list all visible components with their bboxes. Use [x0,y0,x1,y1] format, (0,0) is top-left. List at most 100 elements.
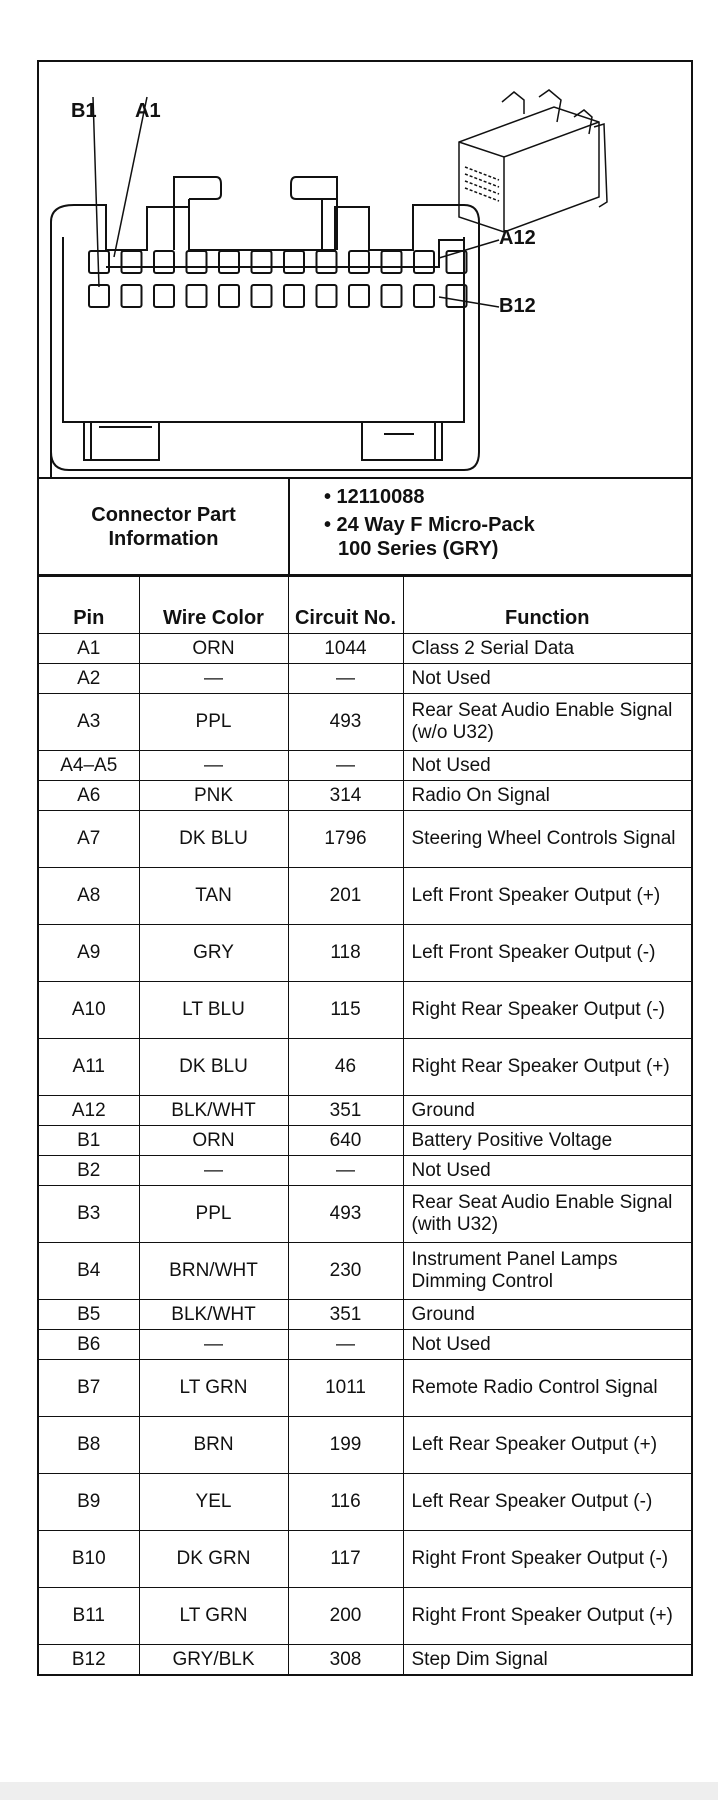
table-row: A1 ORN 1044 Class 2 Serial Data [39,633,691,664]
part-number: • 12110088 [324,486,425,508]
pin-cavity [218,250,240,274]
circuit-cell: 314 [287,780,404,811]
connector-face-drawing [50,89,608,477]
wire-color-cell: BRN/WHT [138,1242,289,1300]
pin-cavity [185,250,208,274]
table-row: A9 GRY 118 Left Front Speaker Output (-) [39,924,691,982]
pin-cell: A12 [39,1095,140,1126]
circuit-cell: 115 [287,981,404,1039]
circuit-cell: 493 [287,693,404,751]
table-row: A4–A5— — Not Used [39,750,691,781]
circuit-cell: 1796 [287,810,404,868]
pin-cell: A4–A5 [39,750,140,781]
pin-cavity [413,284,435,308]
circuit-cell: — [287,750,404,781]
circuit-cell: 640 [287,1125,404,1156]
pin-cell: B9 [39,1473,140,1531]
function-cell: Rear Seat Audio Enable Signal (w/o U32) [402,693,691,751]
pin-cavity [153,250,175,274]
table-row: B6— — Not Used [39,1329,691,1360]
circuit-cell: 201 [287,867,404,925]
circuit-cell: — [287,663,404,694]
function-cell: Right Front Speaker Output (+) [402,1587,691,1645]
circuit-cell: 116 [287,1473,404,1531]
circuit-cell: 230 [287,1242,404,1300]
table-row: B2— — Not Used [39,1155,691,1186]
table-row: B7 LT GRN 1011 Remote Radio Control Signal [39,1359,691,1417]
pin-cavity [315,250,338,274]
function-cell: Rear Seat Audio Enable Signal (with U32) [402,1185,691,1243]
pin-cell: B5 [39,1299,140,1330]
wire-color-cell: ORN [138,1125,289,1156]
function-cell: Steering Wheel Controls Signal [402,810,691,868]
function-cell: Left Front Speaker Output (+) [402,867,691,925]
connector-info-values: • 12110088 • 24 Way F Micro-Pack 100 Ser… [290,479,691,574]
bottom-strip [0,1782,718,1800]
wire-color-cell: BLK/WHT [138,1299,289,1330]
wire-color-cell: YEL [138,1473,289,1531]
function-cell: Radio On Signal [402,780,691,811]
function-cell: Left Rear Speaker Output (-) [402,1473,691,1531]
function-cell: Right Rear Speaker Output (+) [402,1038,691,1096]
circuit-cell: 46 [287,1038,404,1096]
circuit-cell: 200 [287,1587,404,1645]
pin-cavity [250,250,273,274]
pin-cell: A11 [39,1038,140,1096]
function-cell: Right Front Speaker Output (-) [402,1530,691,1588]
pin-cell: B1 [39,1125,140,1156]
pin-cell: A6 [39,780,140,811]
circuit-cell: 493 [287,1185,404,1243]
pin-cell: B12 [39,1644,140,1674]
wire-color-cell: — [138,663,289,694]
pin-cavity [348,284,370,308]
pin-cavity [120,284,143,308]
pin-cavity [88,284,110,308]
table-row: A8 TAN 201 Left Front Speaker Output (+) [39,867,691,925]
pin-cell: A3 [39,693,140,751]
pin-cavity [283,284,305,308]
connector-info-label: Connector Part Information [39,479,290,574]
function-cell: Not Used [402,663,691,694]
pin-cavity [445,250,468,274]
pin-cell: B3 [39,1185,140,1243]
wire-color-cell: LT GRN [138,1359,289,1417]
wire-color-cell: LT BLU [138,981,289,1039]
circuit-cell: 1044 [287,633,404,664]
wire-color-cell: — [138,1155,289,1186]
pin-cavity [120,250,143,274]
connector-description-2: 100 Series (GRY) [338,538,499,560]
connector-diagram: B1 A1 A12 B12 [39,62,691,479]
function-cell: Instrument Panel Lamps Dimming Control [402,1242,691,1300]
connector-document: B1 A1 A12 B12 Connector Part Information… [37,60,693,1676]
connector-part-information: Connector Part Information • 12110088 • … [39,479,691,576]
function-cell: Right Rear Speaker Output (-) [402,981,691,1039]
function-cell: Remote Radio Control Signal [402,1359,691,1417]
table-header-row: Pin Wire Color Circuit No. Function [39,576,691,634]
pin-cell: B11 [39,1587,140,1645]
wire-color-cell: BLK/WHT [138,1095,289,1126]
pin-cell: A2 [39,663,140,694]
wire-color-cell: LT GRN [138,1587,289,1645]
circuit-cell: 351 [287,1095,404,1126]
wire-color-cell: DK BLU [138,1038,289,1096]
header-wire-color: Wire Color [138,576,289,634]
pin-cavity [348,250,370,274]
pin-cavity [185,284,208,308]
wire-color-cell: BRN [138,1416,289,1474]
pin-grid [88,250,468,308]
table-row: B5 BLK/WHT 351 Ground [39,1299,691,1330]
pinout-table: Pin Wire Color Circuit No. Function A1 OR… [39,576,691,1674]
table-row: A12 BLK/WHT 351 Ground [39,1095,691,1126]
table-row: B8 BRN 199 Left Rear Speaker Output (+) [39,1416,691,1474]
pin-cell: B7 [39,1359,140,1417]
pin-cavity [153,284,175,308]
wire-color-cell: PPL [138,693,289,751]
wire-color-cell: — [138,750,289,781]
header-function: Function [402,576,691,634]
function-cell: Left Rear Speaker Output (+) [402,1416,691,1474]
pin-cell: B2 [39,1155,140,1186]
wire-color-cell: GRY [138,924,289,982]
wire-color-cell: DK GRN [138,1530,289,1588]
table-row: A7 DK BLU 1796 Steering Wheel Controls Sign… [39,810,691,868]
wire-color-cell: — [138,1329,289,1360]
